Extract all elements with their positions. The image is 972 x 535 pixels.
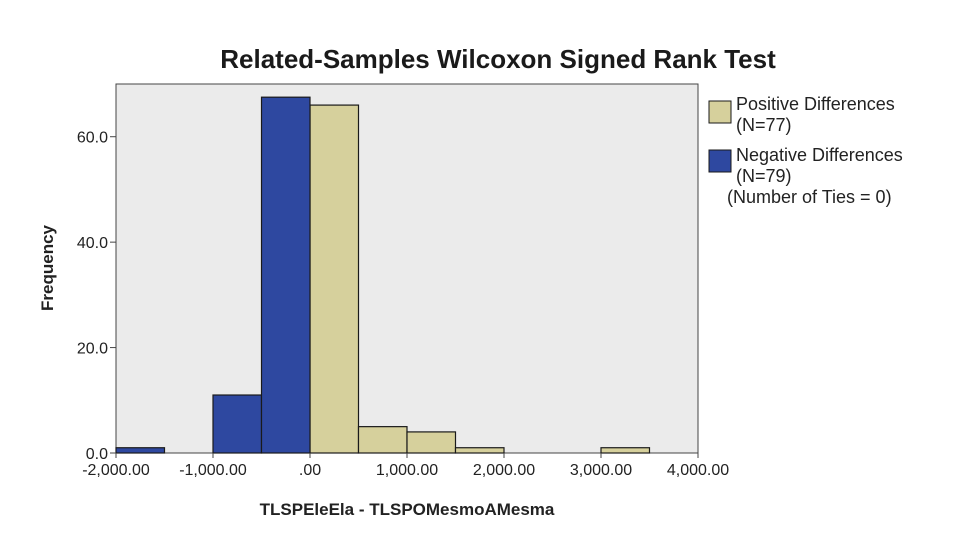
y-axis-label: Frequency [38, 224, 57, 311]
x-tick-label: 2,000.00 [473, 462, 535, 479]
legend-label-positive: Positive Differences [736, 94, 895, 114]
negative-bar-0 [115, 447, 166, 454]
positive-bar-2 [406, 431, 457, 454]
legend-swatch-positive [708, 100, 732, 124]
bars-group [115, 96, 651, 454]
negative-bar-2 [260, 96, 311, 454]
legend-swatch-negative [708, 149, 732, 173]
y-tick-label: 60.0 [77, 130, 108, 147]
x-tick-label: 3,000.00 [570, 462, 632, 479]
x-tick-label: .00 [299, 462, 321, 479]
positive-bar-3 [454, 447, 505, 454]
y-tick-label: 40.0 [77, 235, 108, 252]
x-tick-label: 4,000.00 [667, 462, 729, 479]
positive-bar-4 [600, 447, 651, 454]
plot-area [115, 83, 699, 454]
x-axis-ticks: -2,000.00 -1,000.00 .00 1,000.00 2,000.00 3,0… [82, 453, 729, 479]
legend-ties-note: (Number of Ties = 0) [727, 187, 892, 207]
legend: Positive Differences (N=77) Negative Dif… [708, 94, 903, 207]
chart-title: Related-Samples Wilcoxon Signed Rank Tes… [220, 44, 776, 74]
x-tick-label: -1,000.00 [179, 462, 247, 479]
legend-count-negative: (N=79) [736, 166, 792, 186]
y-axis-ticks: 0.0 20.0 40.0 60.0 [77, 130, 116, 463]
y-tick-label: 0.0 [86, 446, 108, 463]
legend-count-positive: (N=77) [736, 115, 792, 135]
legend-label-negative: Negative Differences [736, 145, 903, 165]
x-tick-label: 1,000.00 [376, 462, 438, 479]
x-tick-label: -2,000.00 [82, 462, 150, 479]
x-axis-label: TLSPEleEla - TLSPOMesmoAMesma [260, 500, 555, 519]
negative-bar-1 [212, 394, 263, 454]
y-tick-label: 20.0 [77, 341, 108, 358]
positive-bar-0 [309, 104, 360, 454]
positive-bar-1 [357, 426, 408, 454]
